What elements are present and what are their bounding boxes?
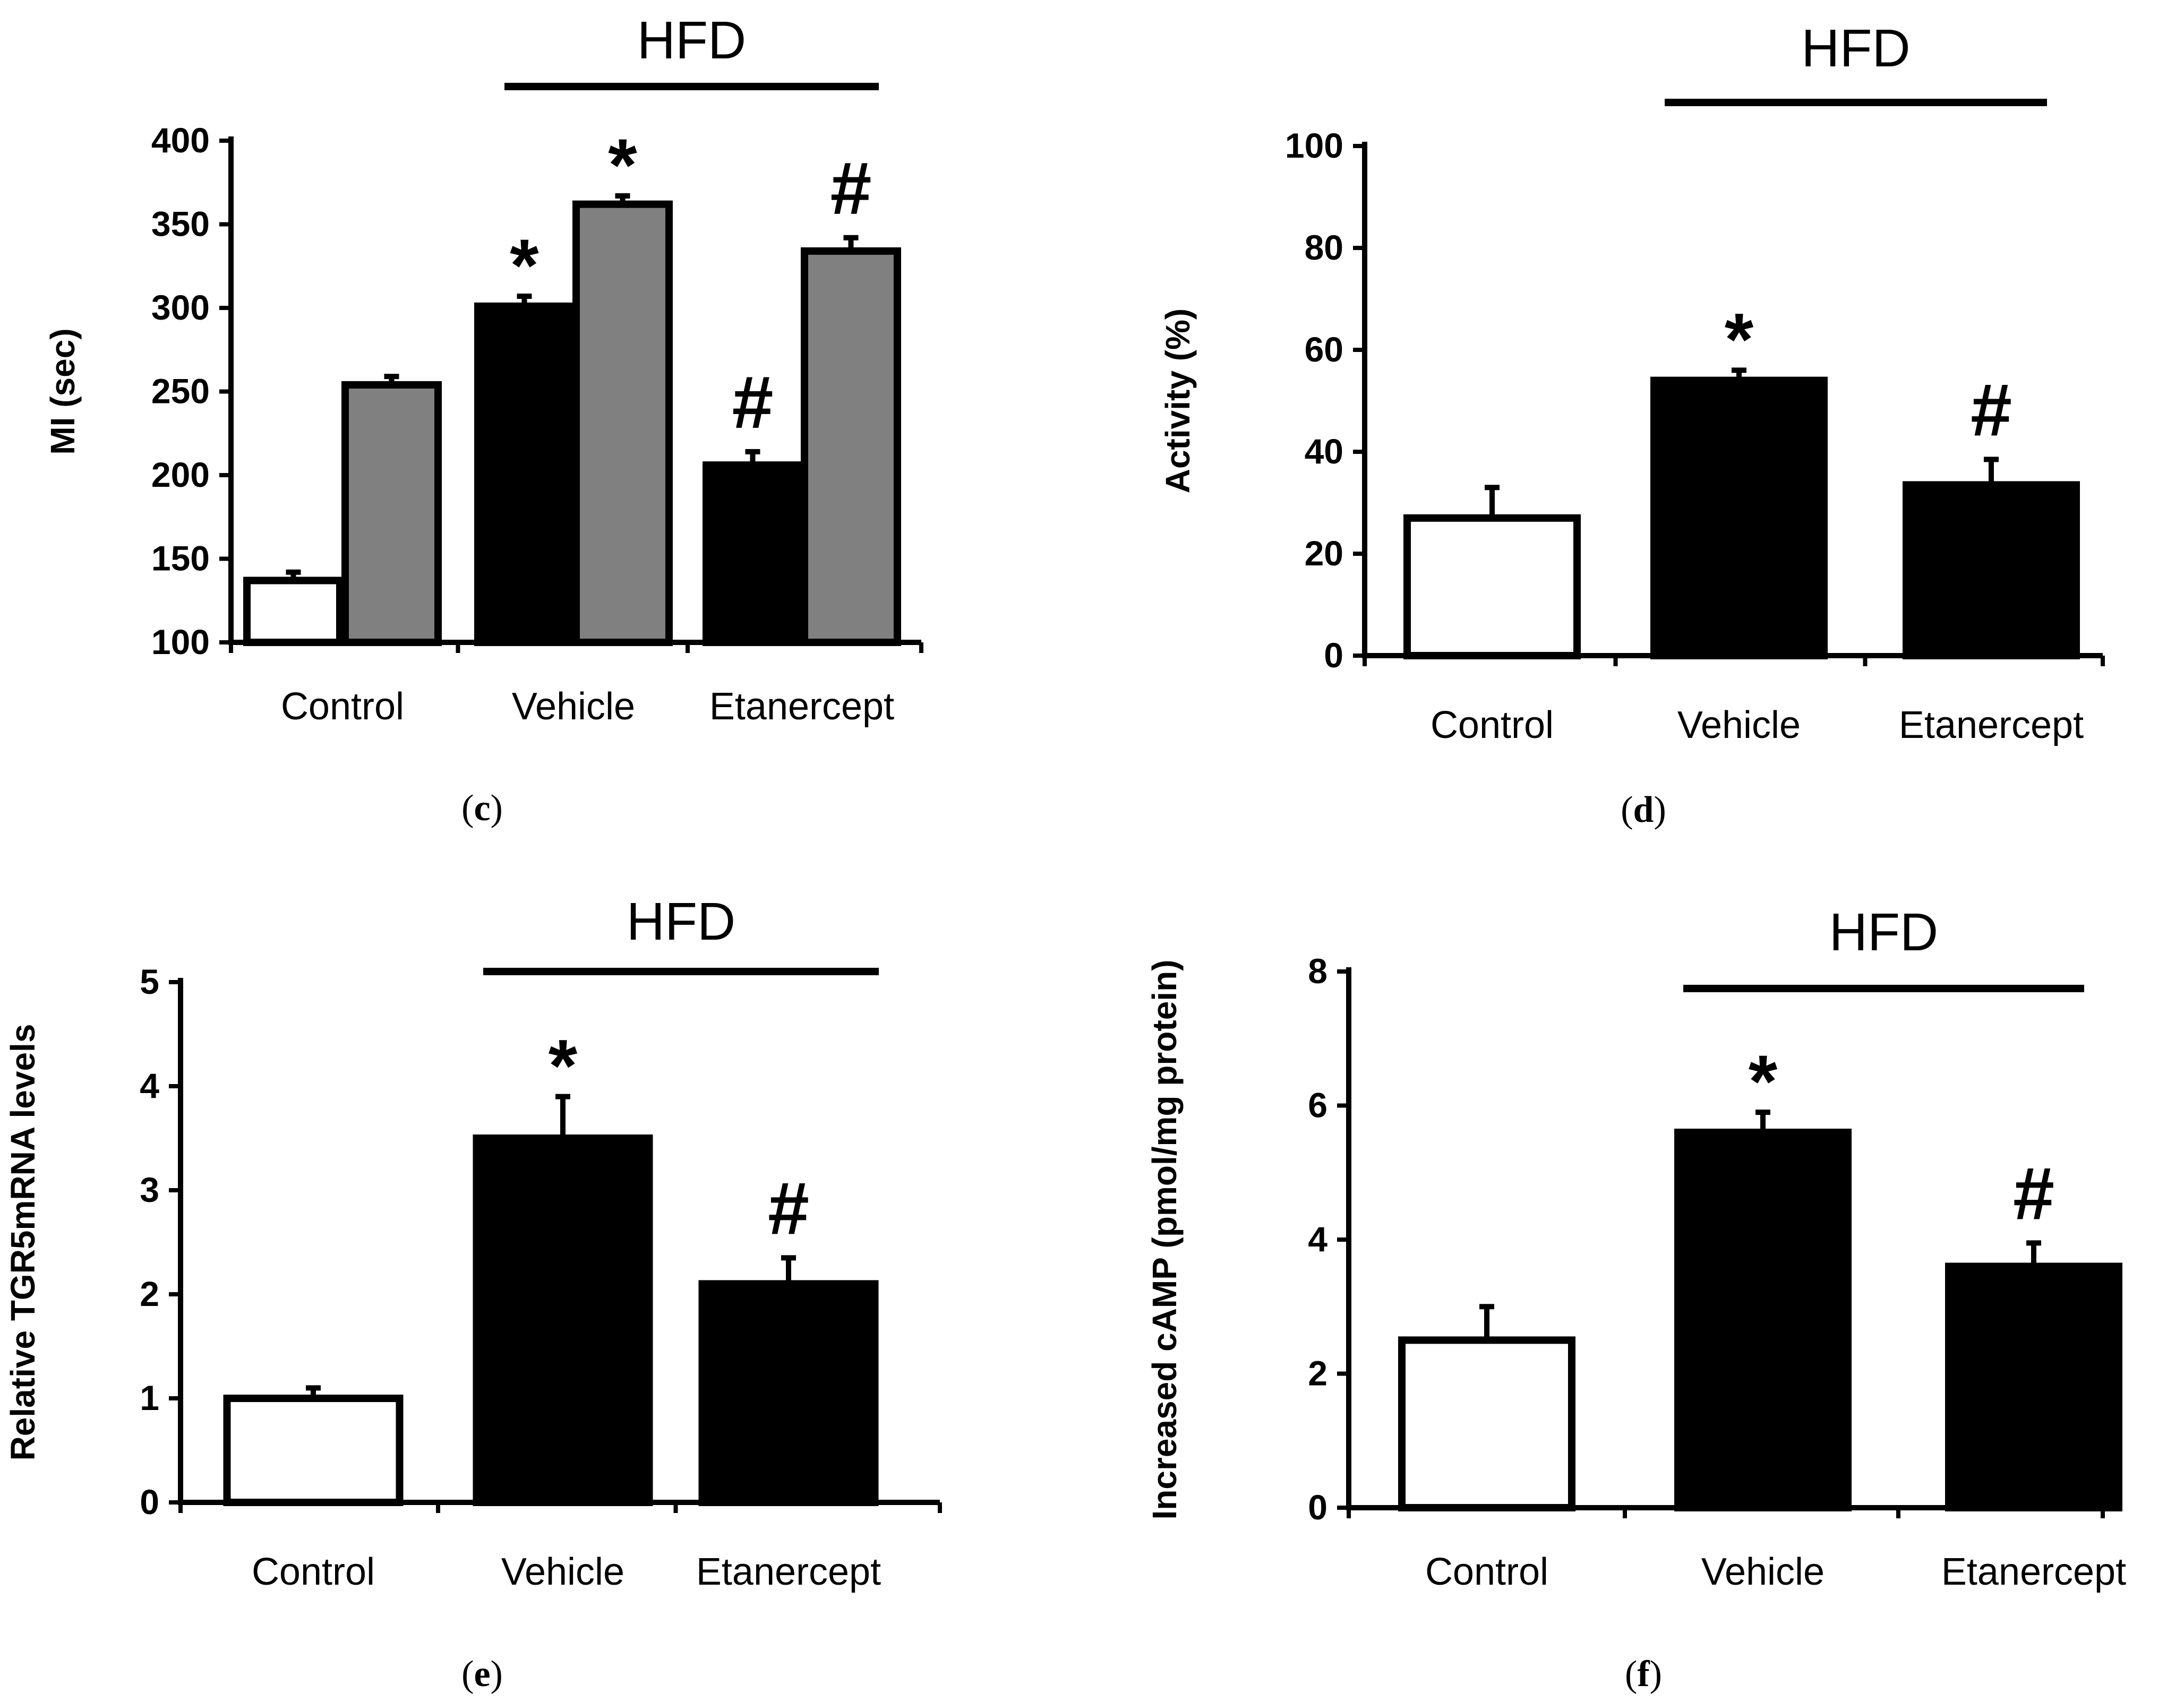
category-label-c-etanercept: Etanercept [709,685,894,728]
significance-mark-d-s1-etanercept: # [1971,368,2012,451]
y-tick-label-f-2: 2 [1308,1354,1327,1393]
significance-mark-c-s1-etanercept: # [732,360,774,444]
bar-c-s1-vehicle [474,302,575,646]
y-tick-label-e-4: 4 [140,1066,159,1105]
bar-d-s1-vehicle [1650,376,1828,659]
panel-caption-e: (e) [461,1654,503,1695]
y-tick-label-d-20: 20 [1305,534,1343,573]
group-label-f: HFD [1829,902,1939,962]
category-label-c-control: Control [281,685,404,728]
y-tick-label-c-400: 400 [151,121,210,160]
category-label-d-control: Control [1431,704,1554,746]
panel-caption-f: (f) [1625,1654,1662,1695]
y-tick-label-d-100: 100 [1285,126,1343,165]
category-label-d-vehicle: Vehicle [1677,704,1801,746]
bar-e-s1-etanercept [698,1280,879,1506]
panel-caption-letter-f: f [1637,1654,1650,1695]
bar-c-s2-control [341,381,442,647]
y-tick-label-e-3: 3 [140,1170,159,1209]
y-tick-label-c-350: 350 [151,204,210,244]
bar-d-s1-etanercept [1903,481,2080,660]
category-label-d-etanercept: Etanercept [1899,704,2084,746]
y-axis-title-f: Increased cAMP (pmol/mg protein) [1145,960,1184,1520]
chart-f: * #0 2 4 6 8 Control Vehicle Etanercept Increased… [1145,902,2126,1695]
y-axis-title-c: MI (sec) [44,328,82,454]
bar-e-s1-control [223,1395,404,1506]
bar-f-s1-etanercept [1945,1262,2122,1511]
y-tick-label-f-6: 6 [1308,1086,1327,1125]
category-label-f-vehicle: Vehicle [1701,1551,1825,1593]
bar-f-s1-vehicle [1674,1129,1852,1511]
category-label-e-control: Control [252,1551,375,1593]
y-tick-label-f-4: 4 [1308,1219,1327,1259]
category-label-c-vehicle: Vehicle [512,685,635,728]
y-tick-label-c-200: 200 [151,455,210,494]
significance-mark-e-s1-etanercept: # [768,1166,809,1250]
y-tick-label-e-1: 1 [140,1378,159,1417]
y-tick-label-c-150: 150 [151,539,210,578]
bar-f-s1-control [1398,1336,1575,1511]
bar-c-s2-etanercept [801,247,901,646]
panel-caption-d: (d) [1621,789,1666,830]
bar-c-s1-control [243,577,344,646]
y-tick-label-d-40: 40 [1305,432,1343,471]
group-label-e: HFD [627,892,736,951]
chart-e: * #0 1 2 3 4 5 Control Vehicle Etanercept Relative… [4,892,942,1695]
chart-c: * # * #100 150 200 250 300 350 400 Control Vehicle E… [44,11,923,829]
y-tick-label-f-0: 0 [1308,1488,1327,1527]
y-tick-label-e-5: 5 [140,962,159,1001]
category-label-e-vehicle: Vehicle [501,1551,624,1593]
group-label-c: HFD [637,11,747,70]
y-tick-label-d-0: 0 [1324,635,1343,675]
y-tick-label-c-300: 300 [151,288,210,327]
bar-c-s1-etanercept [703,461,803,646]
bar-c-s2-vehicle [572,200,673,646]
y-tick-label-c-100: 100 [151,622,210,661]
panel-caption-letter-e: e [474,1654,490,1695]
category-label-f-control: Control [1425,1551,1548,1593]
category-label-f-etanercept: Etanercept [1941,1551,2126,1593]
category-label-e-etanercept: Etanercept [696,1551,881,1593]
bar-e-s1-vehicle [473,1134,653,1506]
bar-d-s1-control [1403,514,1581,659]
y-axis-title-e: Relative TGR5mRNA levels [4,1024,42,1461]
y-tick-label-d-80: 80 [1305,228,1343,267]
panel-caption-letter-c: c [474,788,490,829]
significance-mark-f-s1-etanercept: # [2013,1151,2054,1235]
significance-mark-e-s1-vehicle: * [549,1024,578,1107]
y-axis-title-d: Activity (%) [1159,308,1197,494]
chart-d: * #0 20 40 60 80 100 Control Vehicle Etanercept Ac… [1159,19,2105,830]
group-label-d: HFD [1801,19,1911,78]
y-tick-label-c-250: 250 [151,372,210,411]
significance-mark-c-s1-vehicle: * [510,224,539,307]
significance-mark-f-s1-vehicle: * [1749,1039,1778,1123]
y-tick-label-e-0: 0 [140,1482,159,1522]
significance-mark-c-s2-vehicle: * [608,123,637,207]
panel-caption-c: (c) [461,788,503,829]
panel-caption-letter-d: d [1633,789,1654,830]
y-tick-label-e-2: 2 [140,1274,159,1313]
y-tick-label-d-60: 60 [1305,330,1343,369]
significance-mark-c-s2-etanercept: # [830,147,872,230]
y-tick-label-f-8: 8 [1308,951,1327,991]
significance-mark-d-s1-vehicle: * [1725,297,1754,381]
